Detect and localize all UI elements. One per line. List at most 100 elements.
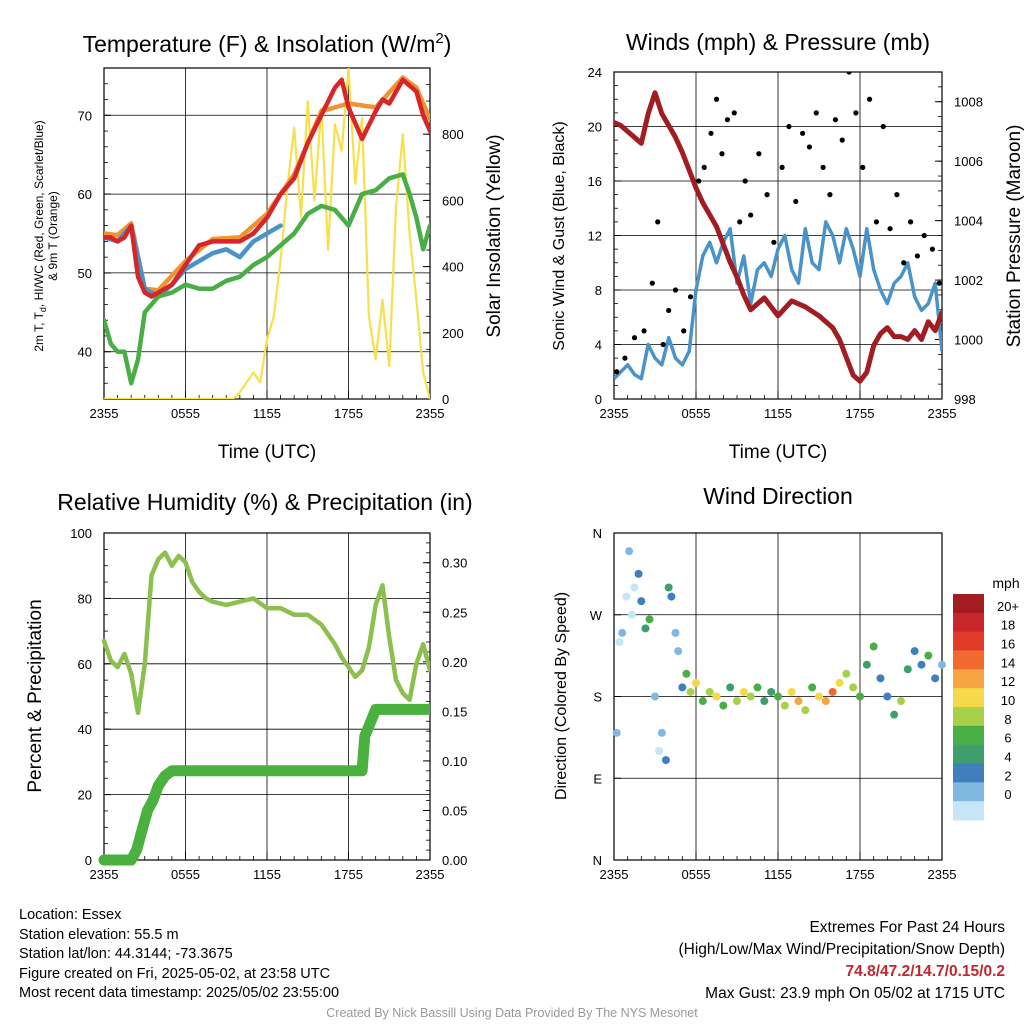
gust-point — [748, 212, 754, 218]
winds-ylabel-left: Sonic Wind & Gust (Blue, Black) — [551, 121, 568, 350]
y-tick-label: 40 — [78, 345, 92, 360]
gust-point — [880, 123, 886, 130]
direction-point — [634, 569, 643, 578]
gust-point — [655, 219, 661, 225]
y-tick-label: E — [593, 771, 602, 786]
direction-point — [787, 687, 796, 696]
humidity-title: Relative Humidity (%) & Precipitation (i… — [57, 489, 472, 515]
winds-panel: Winds (mph) & Pressure (mb) Time (UTC) S… — [551, 29, 1024, 463]
direction-point — [876, 674, 885, 683]
direction-point — [645, 615, 654, 624]
x-tick-label: 2355 — [928, 867, 957, 882]
direction-point — [630, 583, 639, 592]
y-tick-label: S — [593, 690, 602, 705]
svg-text:2m T, Td, HI/WC (Red, Green, S: 2m T, Td, HI/WC (Red, Green, Scarlet/Blu… — [32, 120, 48, 351]
gust-point — [786, 123, 792, 130]
y-tick-label: 4 — [595, 338, 602, 353]
colorbar-label: 6 — [1004, 731, 1011, 746]
gust-point — [853, 110, 859, 116]
gust-point — [887, 226, 893, 232]
direction-point — [618, 628, 627, 637]
direction-point — [682, 669, 691, 678]
gust-point — [719, 151, 725, 157]
direction-point — [719, 701, 728, 710]
y-tick-label: 16 — [588, 174, 602, 189]
direction-point — [726, 683, 735, 692]
colorbar-swatch — [953, 763, 984, 783]
colorbar-label: 14 — [1001, 655, 1015, 670]
plot-frame — [613, 71, 943, 400]
direction-point — [674, 647, 683, 656]
x-tick-label: 0555 — [171, 406, 200, 421]
series-line-precip — [98, 703, 430, 866]
direction-point — [733, 697, 741, 706]
gust-point — [708, 130, 714, 136]
series-line-dewpoint — [104, 172, 430, 386]
gust-point — [666, 307, 672, 314]
direction-point — [651, 692, 659, 701]
direction-point — [698, 697, 707, 706]
y2-tick-label: 200 — [442, 326, 464, 341]
gust-point — [681, 328, 687, 334]
gust-point — [901, 260, 907, 266]
y-tick-label: 60 — [78, 187, 92, 202]
gust-point — [820, 164, 826, 170]
y2-tick-label: 0.20 — [442, 655, 467, 670]
winds-series — [614, 72, 942, 384]
y2-tick-label: 1008 — [954, 95, 983, 110]
direction-point — [835, 678, 844, 687]
gust-point — [894, 192, 900, 198]
direction-point — [808, 683, 817, 692]
direction-point — [890, 710, 899, 719]
winds-ylabel-right: Station Pressure (Maroon) — [1004, 125, 1024, 348]
colorbar: 20+ 18 16 14 12 10 8 6 4 2 0 — [953, 594, 1019, 821]
max-gust-text: Max Gust: 23.9 mph On 05/02 at 1715 UTC — [705, 985, 1005, 1002]
winds-title: Winds (mph) & Pressure (mb) — [626, 29, 930, 55]
gust-point — [860, 164, 866, 170]
direction-series — [612, 547, 946, 765]
y2-tick-label: 400 — [442, 260, 464, 275]
y2-tick-label: 800 — [442, 127, 464, 142]
extremes-info: Extremes For Past 24 Hours (High/Low/Max… — [679, 917, 1006, 1005]
series-line-temperature — [104, 77, 430, 299]
y-tick-label: 100 — [70, 526, 92, 541]
extremes-values: 74.8/47.2/14.7/0.15/0.2 — [845, 963, 1005, 980]
direction-point — [842, 669, 851, 678]
direction-point — [815, 692, 823, 701]
direction-title: Wind Direction — [703, 483, 853, 509]
gust-point — [846, 72, 852, 75]
direction-point — [664, 583, 673, 592]
gust-point — [832, 117, 839, 123]
colorbar-swatch — [953, 801, 984, 821]
x-tick-label: 0555 — [682, 867, 711, 882]
y-tick-label: 40 — [78, 722, 92, 737]
plot-frame — [613, 532, 943, 861]
location-text: Location: Essex — [19, 907, 122, 923]
svg-text:& 9m T (Orange): & 9m T (Orange) — [46, 191, 60, 281]
gust-point — [779, 164, 785, 170]
colorbar-swatch — [953, 744, 984, 764]
direction-ylabel-left: Direction (Colored By Speed) — [553, 592, 570, 800]
humidity-panel: Relative Humidity (%) & Precipitation (i… — [25, 489, 473, 882]
y2-tick-label: 998 — [954, 392, 976, 407]
gust-point — [771, 239, 777, 245]
y2-tick-label: 0.10 — [442, 754, 467, 769]
direction-point — [903, 665, 912, 674]
direction-point — [910, 647, 919, 656]
latlon-text: Station lat/lon: 44.3144; -73.3675 — [19, 946, 233, 962]
gust-point — [631, 335, 638, 341]
colorbar-label: 4 — [1004, 750, 1011, 765]
temperature-ylabel-right: Solar Insolation (Yellow) — [484, 134, 505, 337]
x-tick-label: 0555 — [682, 406, 711, 421]
gust-point — [827, 192, 833, 198]
gust-point — [764, 192, 770, 198]
y-tick-label: 70 — [78, 108, 92, 123]
direction-point — [678, 683, 687, 692]
gust-point — [756, 151, 762, 157]
direction-panel: Wind Direction Direction (Colored By Spe… — [553, 483, 1020, 882]
direction-point — [794, 697, 803, 706]
y-tick-label: 20 — [588, 120, 602, 135]
x-tick-label: 2355 — [90, 867, 119, 882]
y-tick-label: 0 — [595, 392, 602, 407]
